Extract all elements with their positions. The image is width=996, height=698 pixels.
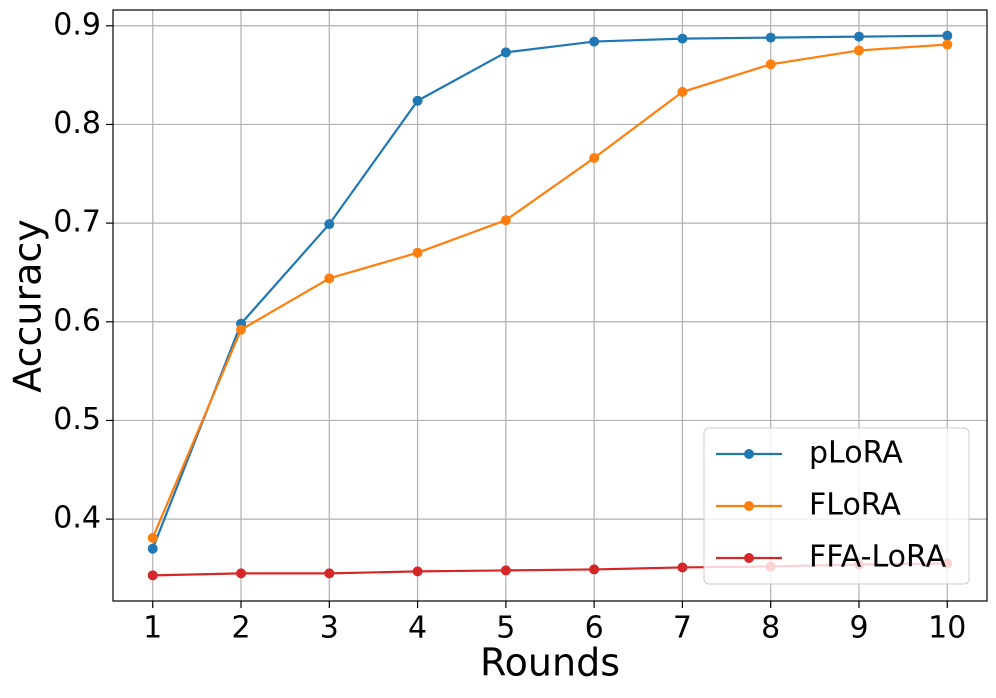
x-axis-label: Rounds (480, 641, 620, 685)
y-tick-label: 0.8 (53, 106, 101, 141)
y-tick-label: 0.6 (53, 303, 101, 338)
data-point (589, 152, 600, 163)
data-point (853, 31, 864, 42)
series-line (151, 34, 948, 550)
data-point (412, 95, 423, 106)
y-tick-label: 0.4 (53, 501, 101, 536)
data-point (412, 247, 423, 258)
data-point (677, 562, 688, 573)
data-point (500, 215, 511, 226)
data-point (589, 36, 600, 47)
data-point (147, 532, 158, 543)
legend-label: FLoRA (809, 488, 901, 523)
data-point (412, 566, 423, 577)
data-point (147, 543, 158, 554)
plot-frame (112, 9, 988, 602)
x-tick-label: 8 (761, 611, 780, 646)
data-point (147, 570, 158, 581)
data-point (500, 47, 511, 58)
data-point (500, 565, 511, 576)
data-point (677, 86, 688, 97)
data-point (324, 219, 335, 230)
x-tick-label: 9 (849, 611, 868, 646)
x-tick-label: 10 (928, 611, 966, 646)
data-point (942, 39, 953, 50)
legend-label: FFA-LoRA (809, 540, 947, 575)
data-point (589, 564, 600, 575)
x-tick-label: 5 (496, 611, 515, 646)
legend-marker (744, 553, 754, 563)
data-point (324, 273, 335, 284)
data-point (765, 59, 776, 70)
data-point (765, 32, 776, 43)
y-axis-label: Accuracy (6, 219, 50, 393)
x-tick-label: 6 (585, 611, 604, 646)
x-tick-label: 4 (408, 611, 427, 646)
x-tick-label: 7 (673, 611, 692, 646)
y-tick-label: 0.7 (53, 205, 101, 240)
data-point (677, 33, 688, 44)
legend-marker (744, 501, 754, 511)
data-point (236, 568, 247, 579)
data-point (324, 568, 335, 579)
data-point (236, 324, 247, 335)
legend-label: pLoRA (809, 436, 903, 471)
data-point (853, 45, 864, 56)
series-line (151, 43, 948, 539)
legend-frame (703, 427, 970, 585)
x-tick-label: 2 (231, 611, 250, 646)
x-tick-label: 1 (143, 611, 162, 646)
data-point (942, 30, 953, 41)
y-tick-label: 0.5 (53, 402, 101, 437)
y-tick-label: 0.9 (53, 7, 101, 42)
x-tick-label: 3 (320, 611, 339, 646)
legend-marker (744, 449, 754, 459)
legend: pLoRA FLoRA FFA-LoRA (703, 427, 970, 585)
